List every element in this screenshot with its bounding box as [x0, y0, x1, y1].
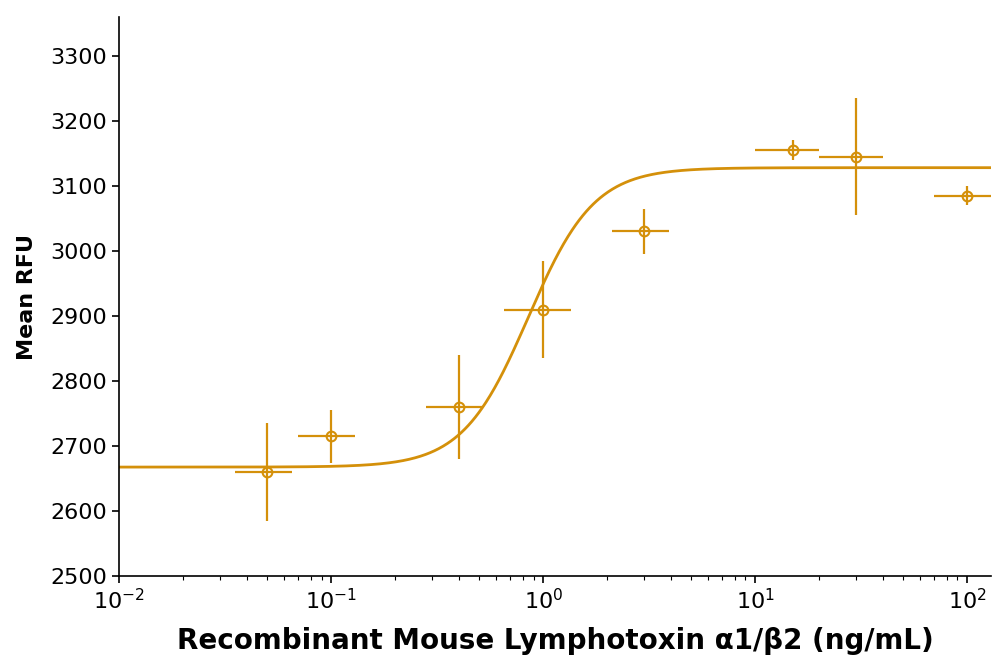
X-axis label: Recombinant Mouse Lymphotoxin α1/β2 (ng/mL): Recombinant Mouse Lymphotoxin α1/β2 (ng/… [177, 628, 933, 655]
Y-axis label: Mean RFU: Mean RFU [17, 234, 36, 360]
